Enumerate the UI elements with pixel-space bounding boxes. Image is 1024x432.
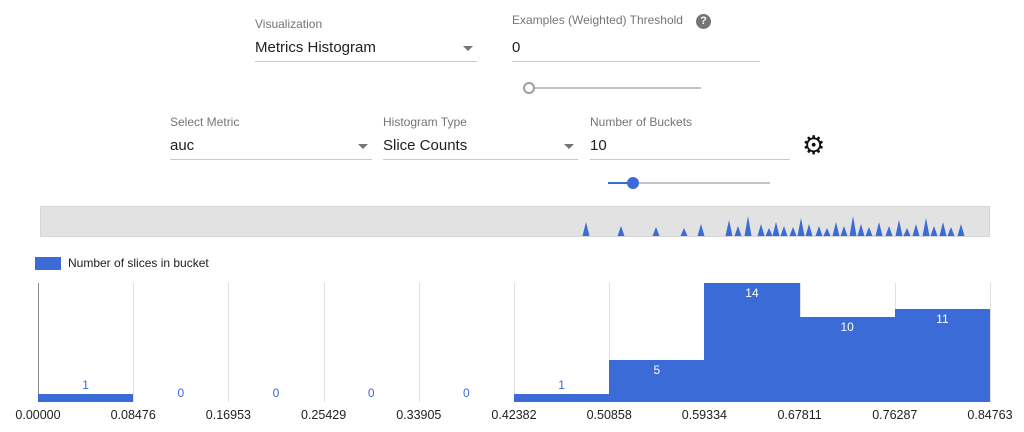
gear-icon[interactable]: ⚙ bbox=[802, 130, 826, 160]
select-metric-value: auc bbox=[170, 137, 195, 154]
histogram-bar[interactable] bbox=[609, 359, 705, 402]
histogram-bar[interactable] bbox=[514, 393, 610, 402]
overview-brush-strip[interactable] bbox=[40, 206, 990, 237]
visualization-label: Visualization bbox=[255, 17, 323, 31]
bar-value-label: 0 bbox=[272, 386, 280, 400]
num-buckets-slider-track[interactable] bbox=[608, 182, 770, 184]
threshold-value: 0 bbox=[512, 39, 521, 56]
threshold-input[interactable]: 0 bbox=[512, 37, 760, 62]
histogram-type-value: Slice Counts bbox=[383, 137, 468, 154]
threshold-slider[interactable] bbox=[523, 81, 701, 95]
gridline bbox=[609, 283, 611, 402]
bar-value-label: 0 bbox=[463, 386, 470, 400]
threshold-slider-handle[interactable] bbox=[523, 82, 535, 94]
x-axis-ticks: 0.00000 0.08476 0.16953 0.25429 0.33905 0.423… bbox=[0, 408, 1024, 426]
x-tick-label: 0.00000 bbox=[15, 408, 61, 422]
x-tick-label: 0.50858 bbox=[586, 408, 632, 422]
bar-value-label: 1 bbox=[558, 377, 565, 392]
legend-swatch bbox=[35, 257, 61, 270]
gridline bbox=[133, 283, 135, 402]
minimap-spike-path bbox=[582, 216, 965, 236]
num-buckets-slider-active bbox=[608, 182, 633, 184]
chevron-down-icon bbox=[564, 144, 574, 149]
visualization-dropdown[interactable]: Metrics Histogram bbox=[255, 37, 477, 62]
num-buckets-slider-handle[interactable] bbox=[627, 177, 639, 189]
bar-value-label: 0 bbox=[177, 386, 185, 400]
gridline bbox=[990, 283, 991, 402]
x-tick-label: 0.16953 bbox=[205, 408, 251, 422]
chevron-down-icon bbox=[463, 46, 473, 51]
bar-value-label: 1 bbox=[82, 377, 89, 392]
histogram-type-dropdown[interactable]: Slice Counts bbox=[383, 135, 578, 160]
gridline bbox=[38, 283, 39, 402]
histogram-bar[interactable] bbox=[894, 308, 990, 402]
histogram-chart[interactable]: 1 0 0 0 0 1 5 14 10 11 bbox=[38, 283, 991, 402]
x-tick-label: 0.08476 bbox=[110, 408, 156, 422]
num-buckets-value: 10 bbox=[590, 137, 607, 154]
x-tick-label: 0.67811 bbox=[777, 408, 822, 422]
histogram-bar[interactable] bbox=[704, 283, 800, 402]
histogram-type-label: Histogram Type bbox=[383, 115, 467, 129]
gridline bbox=[323, 283, 325, 402]
visualization-value: Metrics Histogram bbox=[255, 39, 376, 56]
chevron-down-icon bbox=[358, 144, 368, 149]
x-tick-label: 0.42382 bbox=[491, 408, 537, 422]
x-tick-label: 0.25429 bbox=[301, 408, 347, 422]
x-tick-label: 0.33905 bbox=[396, 408, 442, 422]
x-tick-label: 0.84763 bbox=[967, 408, 1013, 422]
histogram-bar[interactable] bbox=[38, 393, 134, 402]
select-metric-dropdown[interactable]: auc bbox=[170, 135, 372, 160]
gridline bbox=[514, 283, 515, 402]
select-metric-label: Select Metric bbox=[170, 115, 240, 129]
threshold-slider-track[interactable] bbox=[523, 87, 701, 89]
gridline bbox=[418, 283, 420, 402]
minimap-spikes bbox=[582, 216, 965, 236]
histogram-bar[interactable] bbox=[799, 317, 895, 402]
threshold-label: Examples (Weighted) Threshold bbox=[512, 13, 683, 27]
num-buckets-slider[interactable] bbox=[608, 176, 770, 190]
bar-value-label: 0 bbox=[367, 386, 375, 400]
x-tick-label: 0.59334 bbox=[681, 408, 727, 422]
num-buckets-label: Number of Buckets bbox=[590, 115, 693, 129]
gridline bbox=[228, 283, 230, 402]
x-tick-label: 0.76287 bbox=[872, 408, 918, 422]
help-icon[interactable]: ? bbox=[696, 14, 711, 29]
num-buckets-input[interactable]: 10 bbox=[590, 135, 790, 160]
legend-label: Number of slices in bucket bbox=[68, 256, 209, 270]
